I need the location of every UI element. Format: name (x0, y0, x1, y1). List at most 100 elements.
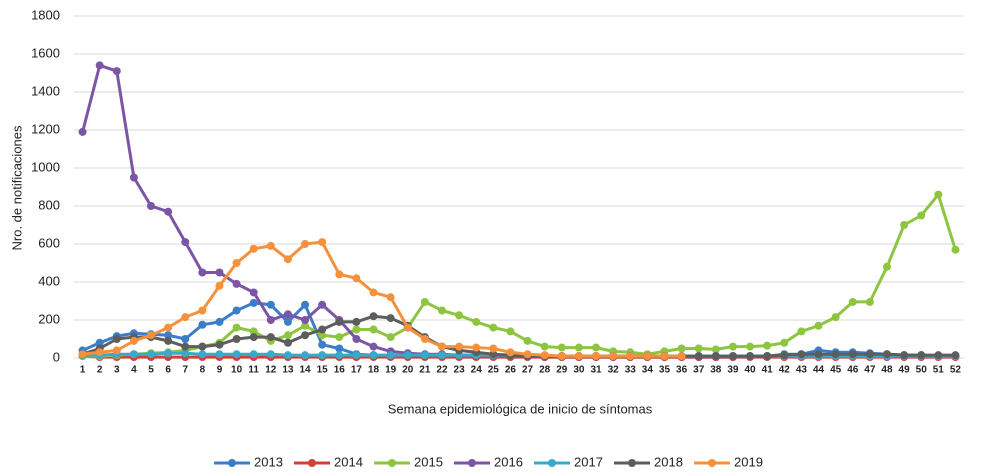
point (301, 321, 310, 330)
point (232, 306, 241, 315)
x-tick-label: 45 (830, 365, 842, 376)
point (112, 346, 121, 355)
point (198, 342, 207, 351)
point (814, 350, 823, 359)
point (437, 351, 446, 360)
legend-label: 2017 (574, 454, 603, 469)
point (318, 351, 327, 360)
point (934, 351, 943, 360)
x-tick-label: 50 (916, 365, 928, 376)
point (437, 306, 446, 315)
x-tick-label: 48 (881, 365, 893, 376)
x-tick-label: 20 (402, 365, 414, 376)
x-tick-label: 32 (608, 365, 620, 376)
point (386, 333, 395, 342)
point (232, 279, 241, 288)
point (900, 221, 909, 229)
point (164, 331, 173, 340)
point (283, 255, 292, 264)
x-tick-label: 2 (97, 365, 103, 376)
point (301, 300, 310, 309)
point (865, 350, 874, 359)
point (301, 316, 310, 324)
point (831, 350, 840, 359)
legend-marker (308, 459, 316, 467)
point (917, 211, 926, 220)
point (677, 344, 686, 353)
point (78, 350, 87, 359)
point (181, 313, 190, 322)
point (592, 352, 601, 361)
point (318, 325, 327, 334)
legend-marker (228, 459, 236, 467)
x-tick-label: 29 (556, 365, 568, 376)
point (147, 331, 156, 340)
point (437, 342, 446, 351)
x-tick-label: 9 (217, 365, 223, 376)
point (112, 335, 121, 343)
point (249, 298, 258, 307)
x-tick-label: 52 (950, 365, 962, 376)
point (215, 281, 224, 290)
point (506, 327, 515, 336)
point (232, 259, 241, 267)
point (472, 343, 481, 352)
point (386, 293, 395, 302)
x-tick-label: 13 (282, 365, 294, 376)
x-tick-label: 44 (813, 365, 825, 376)
point (352, 317, 361, 326)
point (249, 327, 258, 336)
x-tick-label: 41 (762, 365, 774, 376)
point (266, 350, 275, 359)
point (164, 349, 173, 358)
point (164, 336, 173, 345)
point (609, 352, 618, 361)
point (540, 342, 549, 351)
point (283, 310, 292, 319)
point (489, 344, 498, 353)
point (455, 311, 464, 320)
x-tick-label: 24 (471, 365, 483, 376)
x-tick-label: 5 (148, 365, 154, 376)
point (455, 342, 464, 351)
point (215, 350, 224, 359)
point (506, 348, 515, 357)
x-tick-label: 28 (539, 365, 551, 376)
x-tick-label: 30 (573, 365, 585, 376)
x-tick-label: 42 (779, 365, 791, 376)
x-tick-label: 6 (165, 365, 171, 376)
x-tick-label: 3 (114, 365, 120, 376)
point (249, 333, 258, 342)
y-tick-label: 1400 (31, 83, 60, 98)
legend-marker (468, 459, 476, 467)
x-tick-label: 34 (642, 365, 654, 376)
point (403, 351, 412, 360)
point (129, 173, 138, 182)
point (489, 323, 498, 332)
y-tick-label: 1600 (31, 45, 60, 60)
point (592, 343, 601, 352)
point (797, 327, 806, 336)
point (215, 340, 224, 349)
point (301, 240, 310, 248)
point (95, 348, 104, 357)
point (335, 351, 344, 360)
x-tick-label: 22 (436, 365, 448, 376)
legend-marker (548, 459, 556, 467)
point (266, 241, 275, 250)
point (472, 317, 481, 326)
y-tick-label: 200 (38, 311, 60, 326)
series-line (81, 63, 956, 358)
x-tick-label: 35 (659, 365, 671, 376)
x-tick-label: 37 (693, 365, 705, 376)
x-tick-label: 19 (385, 365, 397, 376)
series-line (81, 301, 956, 359)
point (112, 67, 121, 76)
x-tick-label: 23 (454, 365, 466, 376)
x-tick-label: 38 (710, 365, 722, 376)
legend-marker (628, 459, 636, 467)
point (181, 335, 190, 343)
y-tick-label: 0 (53, 349, 60, 364)
point (420, 297, 429, 306)
